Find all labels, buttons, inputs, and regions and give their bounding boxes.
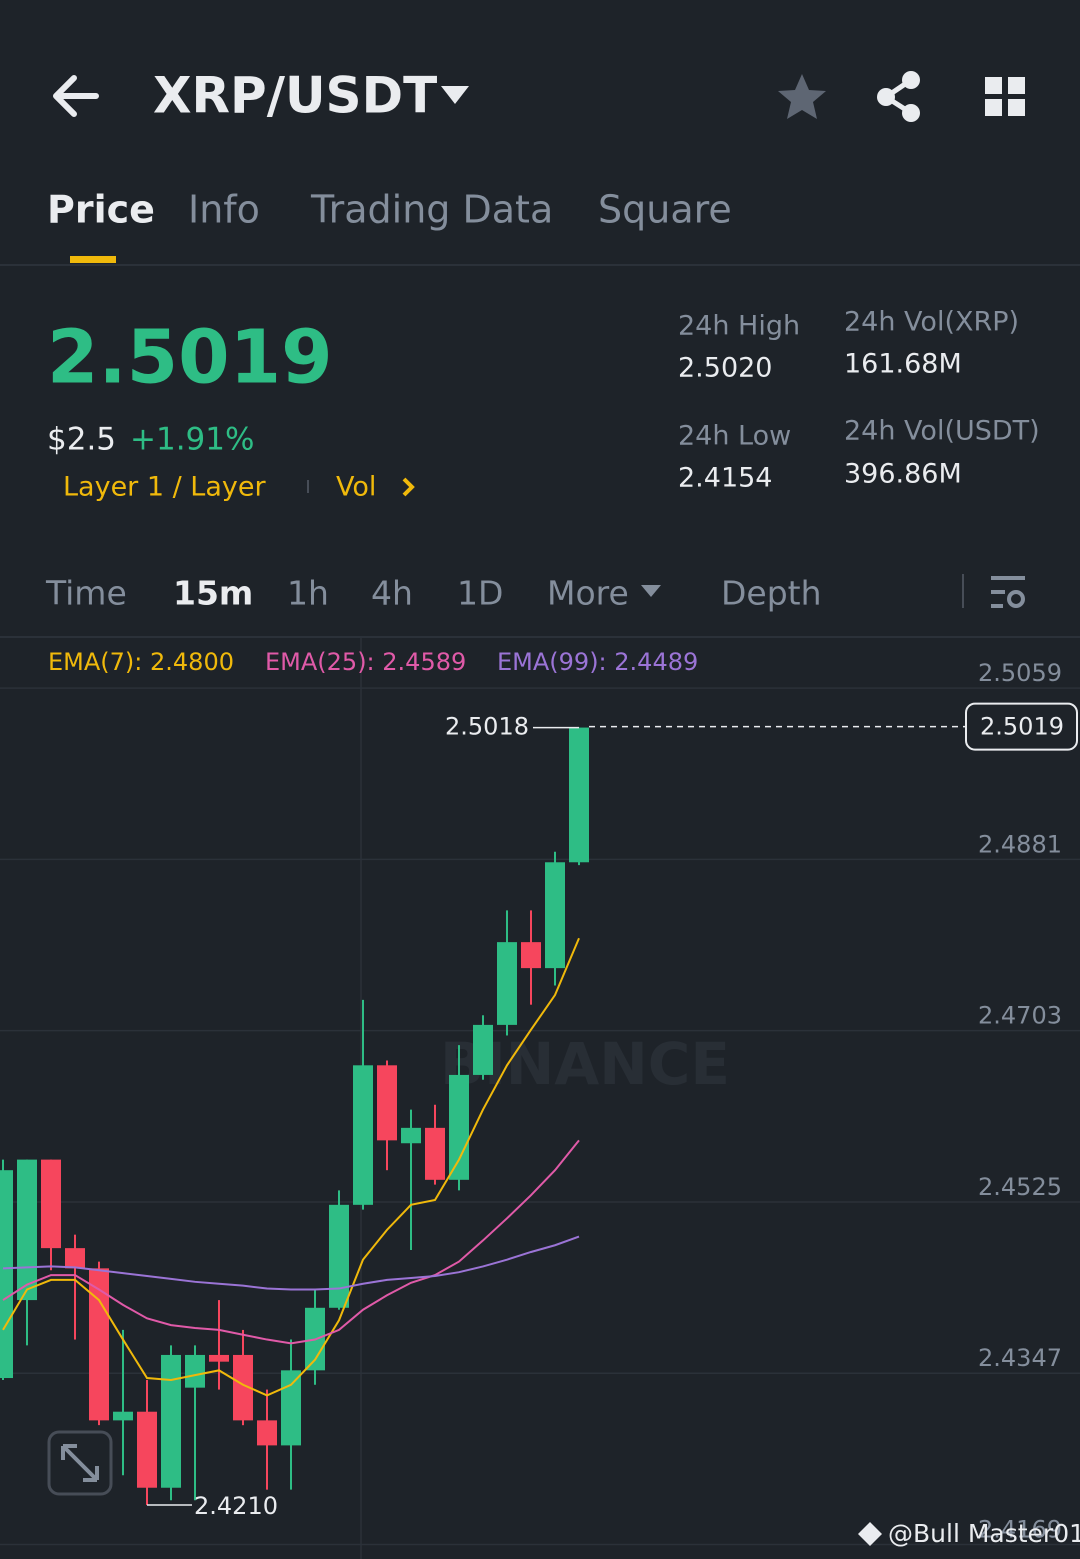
watermark-logo [858, 1522, 882, 1546]
interval[interactable]: 1h [287, 574, 329, 613]
y-tick-label: 2.4881 [978, 830, 1062, 858]
y-tick-label: 2.4347 [978, 1344, 1062, 1372]
stat-value: 161.68M [844, 349, 962, 380]
last-price-tag [965, 702, 1078, 751]
chart-border [0, 636, 1080, 638]
interval[interactable]: Time [45, 574, 127, 613]
separator [962, 574, 964, 608]
settings-gear [1007, 590, 1025, 608]
low-marker-label: 2.4210 [194, 1492, 278, 1520]
tab[interactable]: Trading Data [310, 188, 553, 232]
y-tick-label: 2.4703 [978, 1002, 1062, 1030]
stat-value: 2.5020 [678, 353, 772, 384]
interval[interactable]: 4h [371, 574, 413, 613]
stat-label: 24h High [678, 311, 800, 342]
grid-cell [985, 77, 1002, 94]
candlestick-chart: BINANCE2.50592.48812.47032.45252.43472.4… [0, 638, 1080, 1559]
last-price: 2.5019 [47, 315, 333, 401]
candle-body [137, 1411, 157, 1488]
favorite-star[interactable] [778, 74, 826, 119]
candle-body [497, 942, 517, 1025]
candle-body [449, 1074, 469, 1180]
candle-body [161, 1354, 181, 1488]
candle-body [0, 1170, 13, 1379]
candle-body [233, 1354, 253, 1421]
legend-entry: EMA(7): 2.4800 [48, 648, 234, 676]
candle-body [89, 1268, 109, 1421]
vol-link[interactable]: Vol [336, 472, 376, 503]
candle-body [257, 1420, 277, 1446]
candle-body [521, 942, 541, 969]
last-price-label: 2.5019 [980, 713, 1064, 741]
ema-line [2, 937, 580, 1397]
y-tick-label: 2.5059 [978, 659, 1062, 687]
pair-title[interactable]: XRP/USDT [153, 67, 437, 125]
grid-cell [985, 99, 1002, 116]
candle-body [281, 1370, 301, 1446]
candle-body [17, 1159, 37, 1301]
candle-body [209, 1354, 229, 1362]
candle-body [545, 862, 565, 969]
ema-line [2, 1235, 580, 1291]
high-marker-label: 2.5018 [445, 713, 529, 741]
stat-value: 396.86M [844, 459, 962, 490]
candle-body [425, 1127, 445, 1180]
interval[interactable]: 1D [457, 574, 503, 613]
interval[interactable]: 15m [173, 574, 253, 613]
candle-body [353, 1065, 373, 1205]
candle-body [41, 1159, 61, 1249]
candle-body [65, 1248, 85, 1269]
candle-body [473, 1024, 493, 1075]
grid-cell [1008, 99, 1025, 116]
legend-entry: EMA(99): 2.4489 [497, 648, 698, 676]
chevron [402, 477, 415, 497]
share-link [881, 77, 913, 116]
candle-body [329, 1204, 349, 1308]
y-tick-label: 2.4525 [978, 1173, 1062, 1201]
candle-body [113, 1411, 133, 1421]
grid-cell [1008, 77, 1025, 94]
tab[interactable]: Price [47, 188, 155, 232]
expand-icon [61, 1444, 99, 1482]
settings-lines [991, 576, 1025, 608]
back-arrow [53, 75, 99, 117]
interval[interactable]: Depth [721, 574, 822, 613]
stat-value: 2.4154 [678, 463, 772, 494]
divider [0, 264, 1080, 266]
more-dropdown [641, 585, 661, 597]
candle-body [569, 727, 589, 863]
grid-menu[interactable] [985, 77, 1025, 116]
candle-body [185, 1354, 205, 1388]
interval[interactable]: More [547, 574, 629, 613]
expand-button[interactable] [47, 1430, 113, 1496]
candle-body [401, 1127, 421, 1144]
candle-body [377, 1065, 397, 1141]
share-button[interactable] [877, 71, 920, 122]
watermark: @Bull Master01 [888, 1519, 1080, 1548]
tab[interactable]: Square [598, 188, 732, 232]
price-change: +1.91% [130, 422, 254, 458]
stat-label: 24h Vol(USDT) [844, 416, 1040, 447]
chart-settings[interactable] [991, 576, 1025, 608]
ema-line [2, 1139, 580, 1345]
stat-label: 24h Low [678, 421, 791, 452]
legend-entry: EMA(25): 2.4589 [265, 648, 466, 676]
separator [307, 480, 309, 493]
tab[interactable]: Info [188, 188, 260, 232]
expand-frame [47, 1430, 113, 1496]
back-button[interactable] [53, 75, 99, 117]
tab-indicator [70, 256, 116, 263]
category-tag[interactable]: Layer 1 / Layer [63, 472, 266, 503]
pair-dropdown[interactable] [441, 86, 469, 104]
y-tick-label: 2.4169 [978, 1516, 1062, 1544]
usd-price: $2.5 [47, 422, 116, 458]
stat-label: 24h Vol(XRP) [844, 307, 1019, 338]
